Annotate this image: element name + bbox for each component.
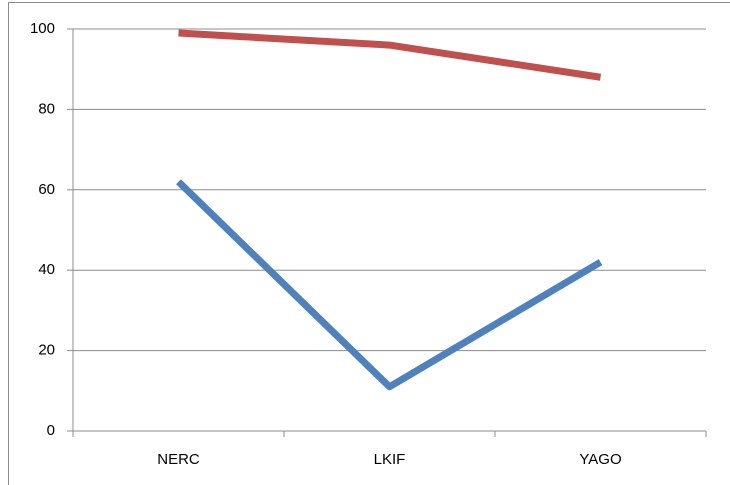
- y-tick-label: 40: [38, 261, 55, 278]
- y-tick-label: 0: [47, 422, 55, 439]
- y-tick-label: 80: [38, 100, 55, 117]
- series-line: [176, 179, 603, 391]
- x-tick-label: NERC: [157, 451, 200, 468]
- x-tick-label: LKIF: [374, 451, 406, 468]
- y-tick-label: 60: [38, 181, 55, 198]
- series-line: [178, 29, 602, 81]
- y-tick-label: 100: [30, 20, 55, 37]
- x-tick-label: YAGO: [579, 451, 621, 468]
- chart-frame: [8, 2, 730, 485]
- y-tick-label: 20: [38, 342, 55, 359]
